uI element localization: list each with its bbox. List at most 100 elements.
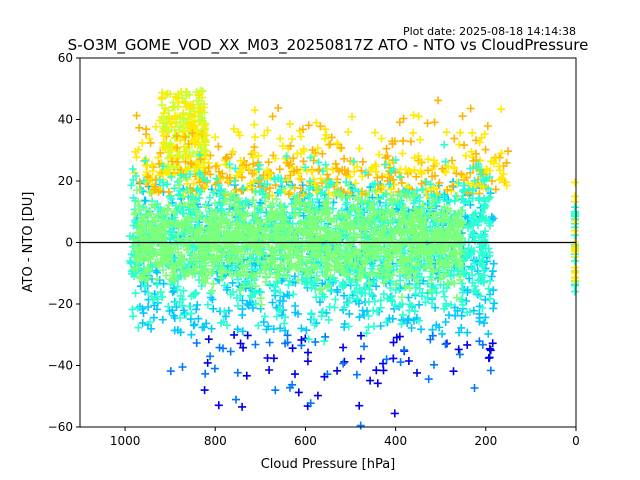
scatter-point — [283, 338, 292, 347]
scatter-point — [353, 204, 362, 213]
plot-date: Plot date: 2025-08-18 14:14:38 — [403, 25, 576, 38]
scatter-point — [475, 317, 484, 326]
scatter-point — [424, 375, 433, 384]
scatter-point — [405, 306, 414, 315]
scatter-point — [371, 186, 380, 195]
scatter-point — [294, 309, 302, 318]
scatter-point — [391, 279, 400, 288]
scatter-point — [325, 261, 333, 270]
scatter-point — [395, 267, 404, 276]
scatter-point — [236, 156, 245, 165]
scatter-point — [424, 155, 433, 164]
scatter-point — [357, 231, 365, 239]
scatter-point — [186, 101, 194, 110]
scatter-point — [404, 273, 413, 282]
scatter-point — [155, 225, 164, 234]
scatter-point — [460, 141, 469, 150]
scatter-point — [164, 127, 173, 136]
scatter-point — [487, 157, 496, 166]
scatter-point — [302, 326, 311, 335]
scatter-point — [435, 231, 444, 239]
scatter-point — [502, 181, 511, 190]
scatter-point — [373, 173, 382, 182]
scatter-point — [427, 249, 436, 258]
scatter-point — [382, 318, 391, 327]
scatter-point — [571, 287, 579, 296]
scatter-point — [439, 192, 448, 200]
scatter-point — [366, 166, 375, 174]
scatter-point — [414, 277, 422, 286]
scatter-point — [432, 258, 441, 267]
scatter-point — [429, 243, 438, 252]
scatter-point — [271, 154, 280, 163]
scatter-point — [429, 267, 437, 276]
scatter-point — [469, 220, 478, 229]
scatter-point — [170, 184, 179, 193]
scatter-point — [324, 260, 332, 269]
scatter-point — [135, 273, 144, 282]
scatter-point — [395, 172, 404, 181]
scatter-point — [479, 256, 488, 265]
scatter-point — [352, 280, 361, 289]
scatter-point — [236, 270, 245, 279]
scatter-point — [183, 268, 192, 277]
scatter-point — [287, 260, 296, 269]
scatter-point — [388, 206, 397, 215]
scatter-point — [454, 345, 463, 354]
scatter-point — [238, 228, 246, 237]
scatter-point — [344, 127, 353, 136]
scatter-point — [220, 281, 229, 290]
scatter-point — [428, 165, 437, 173]
scatter-point — [452, 228, 461, 237]
scatter-point — [389, 165, 398, 174]
scatter-point — [214, 254, 223, 263]
scatter-point — [416, 157, 425, 166]
scatter-point — [263, 126, 272, 135]
scatter-point — [138, 138, 147, 147]
scatter-point — [357, 331, 365, 340]
scatter-point — [145, 318, 154, 327]
scatter-point — [188, 129, 197, 138]
scatter-point — [488, 339, 497, 348]
scatter-point — [243, 300, 252, 308]
scatter-point — [132, 263, 141, 272]
scatter-point — [481, 295, 490, 304]
scatter-point — [238, 327, 247, 336]
scatter-point — [174, 94, 182, 103]
scatter-point — [304, 192, 313, 201]
scatter-point — [225, 229, 234, 238]
scatter-point — [485, 294, 494, 303]
scatter-point — [251, 133, 259, 142]
scatter-point — [262, 253, 271, 262]
scatter-point — [417, 325, 425, 334]
scatter-point — [475, 196, 484, 205]
scatter-point — [226, 290, 235, 299]
scatter-point — [236, 168, 245, 177]
scatter-point — [386, 224, 395, 233]
scatter-point — [238, 254, 246, 263]
scatter-point — [275, 165, 284, 174]
scatter-point — [141, 282, 149, 291]
y-axis-ticks: −60 −40 −20 0 20 40 60 — [48, 51, 80, 434]
scatter-point — [468, 186, 477, 195]
scatter-point — [458, 284, 467, 293]
scatter-point — [315, 286, 324, 295]
scatter-point — [318, 279, 327, 288]
scatter-point — [309, 213, 318, 222]
scatter-point — [396, 276, 405, 285]
scatter-point — [224, 208, 233, 217]
scatter-point — [350, 229, 359, 238]
scatter-point — [201, 215, 210, 224]
scatter-point — [410, 212, 419, 221]
scatter-point — [571, 226, 579, 235]
scatter-point — [188, 192, 197, 201]
scatter-point — [485, 193, 494, 202]
scatter-point — [472, 162, 480, 171]
x-tick-label: 400 — [384, 434, 407, 448]
scatter-point — [317, 285, 325, 294]
scatter-point — [443, 185, 452, 194]
scatter-point — [389, 175, 398, 184]
scatter-point — [489, 286, 498, 295]
scatter-point — [238, 402, 247, 411]
scatter-point — [176, 136, 185, 145]
